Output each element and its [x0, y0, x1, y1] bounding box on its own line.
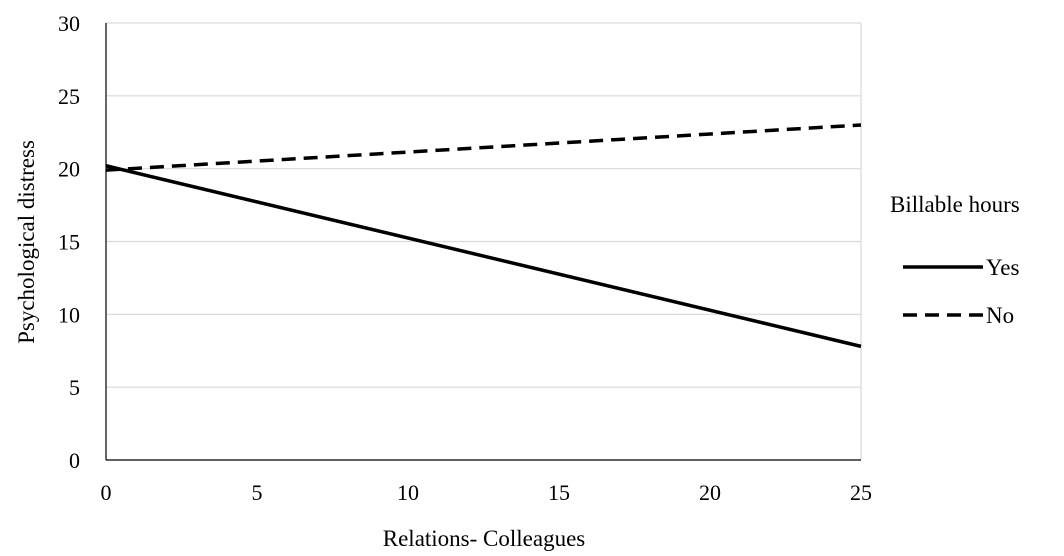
series-line-no: [105, 123, 862, 172]
x-axis-title: Relations- Colleagues: [383, 526, 586, 551]
y-tick-label-30: 30: [58, 11, 80, 36]
series-line-yes: [105, 164, 862, 349]
legend-items: Yes No: [903, 255, 1020, 328]
x-tick-label-0: 0: [101, 480, 112, 505]
gridlines: [106, 22, 862, 460]
x-tick-label-10: 10: [397, 480, 419, 505]
x-tick-label-15: 15: [548, 480, 570, 505]
axes: [105, 23, 861, 461]
y-tick-label-20: 20: [58, 157, 80, 182]
x-tick-label-25: 25: [850, 480, 872, 505]
y-tick-label-25: 25: [58, 84, 80, 109]
y-tick-label-15: 15: [58, 230, 80, 255]
y-tick-label-5: 5: [69, 375, 80, 400]
y-tick-label-0: 0: [69, 448, 80, 473]
tick-labels: 0 5 10 15 20 25 30 0 5 10 15 20 25: [58, 11, 872, 505]
legend-label-no: No: [986, 303, 1014, 328]
x-tick-label-20: 20: [699, 480, 721, 505]
y-axis-title: Psychological distress: [14, 140, 39, 344]
y-tick-label-10: 10: [58, 302, 80, 327]
legend-label-yes: Yes: [986, 255, 1020, 280]
series-lines: [105, 123, 862, 349]
legend-title: Billable hours: [890, 192, 1020, 217]
x-tick-label-5: 5: [252, 480, 263, 505]
legend: Billable hours Yes No: [890, 192, 1020, 328]
